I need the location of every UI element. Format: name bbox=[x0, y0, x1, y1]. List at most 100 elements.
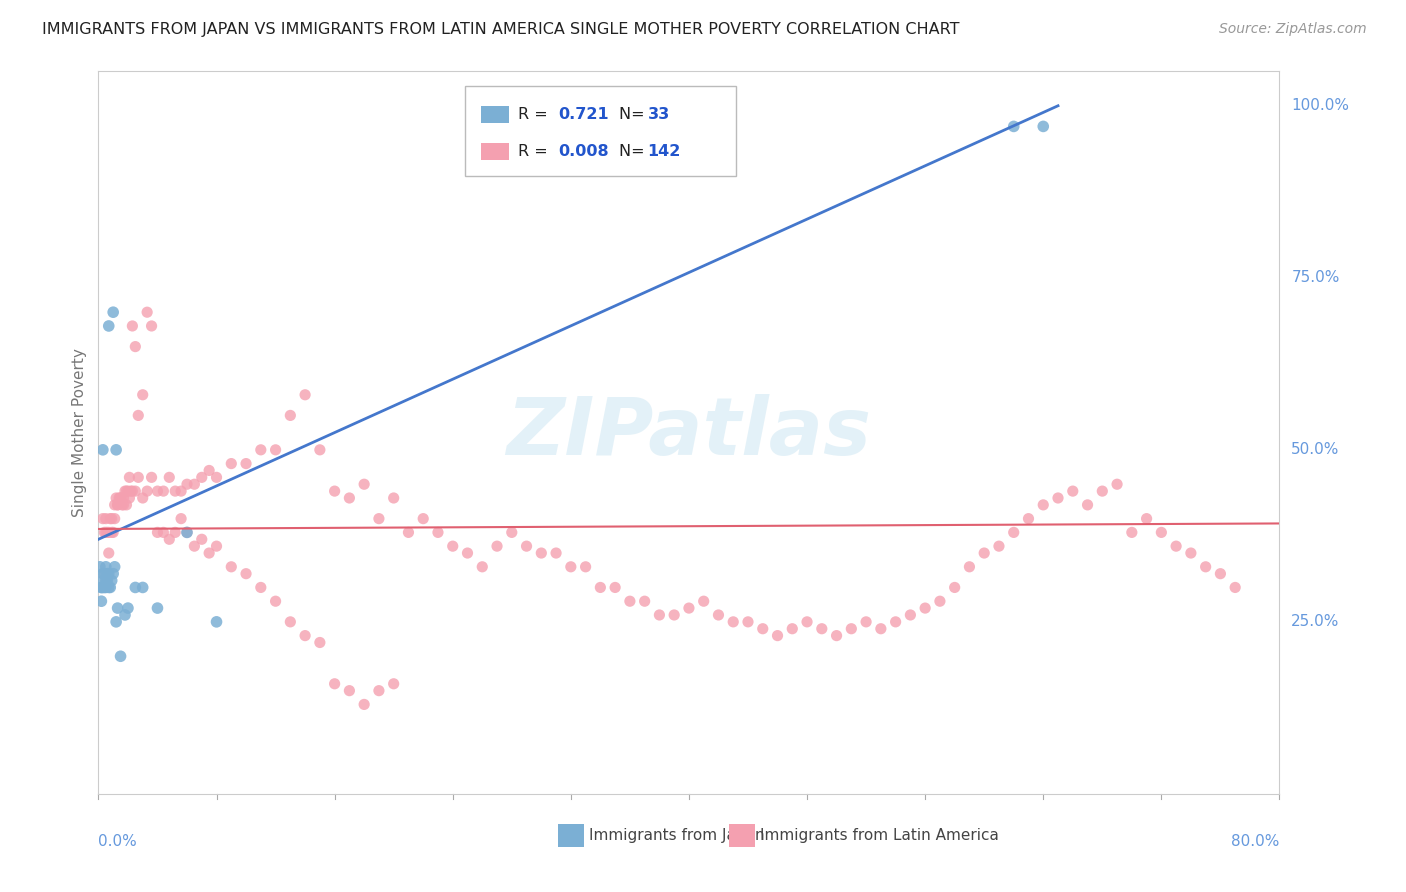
Point bbox=[264, 594, 287, 608]
Point bbox=[110, 491, 132, 505]
Point bbox=[165, 484, 187, 499]
Point bbox=[1121, 525, 1143, 540]
Point bbox=[97, 525, 120, 540]
Point bbox=[97, 318, 120, 333]
Text: N=: N= bbox=[619, 145, 650, 160]
Point bbox=[176, 477, 198, 491]
Point bbox=[105, 442, 128, 457]
Point bbox=[93, 525, 115, 540]
Point bbox=[90, 581, 112, 595]
Point bbox=[250, 442, 273, 457]
Point bbox=[120, 484, 142, 499]
Point bbox=[121, 318, 143, 333]
Point bbox=[100, 511, 122, 525]
Point bbox=[501, 525, 523, 540]
Point bbox=[294, 629, 316, 643]
Point bbox=[1209, 566, 1232, 581]
Point bbox=[309, 635, 332, 649]
Point bbox=[141, 470, 163, 484]
Point bbox=[91, 511, 114, 525]
Point bbox=[250, 581, 273, 595]
Point bbox=[94, 574, 117, 588]
Point bbox=[136, 484, 159, 499]
Point bbox=[471, 559, 494, 574]
Point bbox=[1002, 120, 1025, 134]
Point bbox=[107, 601, 129, 615]
Point bbox=[112, 498, 135, 512]
Point bbox=[205, 470, 228, 484]
Point bbox=[136, 305, 159, 319]
Point bbox=[546, 546, 568, 560]
Point bbox=[124, 581, 146, 595]
Point bbox=[157, 470, 180, 484]
Point bbox=[1032, 120, 1054, 134]
Point bbox=[94, 511, 117, 525]
Point bbox=[339, 683, 361, 698]
Point bbox=[1018, 511, 1040, 525]
Point bbox=[235, 566, 257, 581]
Text: IMMIGRANTS FROM JAPAN VS IMMIGRANTS FROM LATIN AMERICA SINGLE MOTHER POVERTY COR: IMMIGRANTS FROM JAPAN VS IMMIGRANTS FROM… bbox=[42, 22, 960, 37]
Point bbox=[1046, 491, 1070, 505]
Point bbox=[1180, 546, 1202, 560]
Point bbox=[825, 629, 848, 643]
Point bbox=[648, 607, 671, 622]
Point bbox=[382, 677, 405, 691]
Point bbox=[90, 594, 112, 608]
Point bbox=[664, 607, 686, 622]
Point bbox=[198, 463, 221, 477]
Point bbox=[988, 539, 1011, 553]
Point bbox=[91, 581, 114, 595]
Point bbox=[280, 615, 302, 629]
Text: 25.0%: 25.0% bbox=[1291, 615, 1340, 630]
Point bbox=[176, 525, 198, 540]
Text: 75.0%: 75.0% bbox=[1291, 270, 1340, 285]
Point bbox=[589, 581, 612, 595]
Point bbox=[929, 594, 952, 608]
Text: 50.0%: 50.0% bbox=[1291, 442, 1340, 458]
Point bbox=[1062, 484, 1084, 499]
Point bbox=[1225, 581, 1247, 595]
Point bbox=[96, 525, 118, 540]
Point bbox=[107, 498, 129, 512]
Point bbox=[96, 566, 118, 581]
Point bbox=[97, 581, 120, 595]
Text: R =: R = bbox=[517, 145, 553, 160]
Text: N=: N= bbox=[619, 107, 650, 122]
Point bbox=[94, 559, 117, 574]
Point bbox=[183, 477, 205, 491]
Point bbox=[124, 340, 146, 354]
Point bbox=[309, 442, 332, 457]
Point bbox=[97, 546, 120, 560]
Point bbox=[339, 491, 361, 505]
Text: 33: 33 bbox=[648, 107, 669, 122]
Point bbox=[98, 581, 121, 595]
Point bbox=[103, 305, 125, 319]
Point bbox=[165, 525, 187, 540]
FancyBboxPatch shape bbox=[730, 824, 755, 847]
Point bbox=[221, 559, 243, 574]
Point bbox=[157, 533, 180, 547]
Point bbox=[398, 525, 420, 540]
Point bbox=[575, 559, 598, 574]
Point bbox=[323, 484, 346, 499]
Point bbox=[973, 546, 995, 560]
Point bbox=[96, 574, 118, 588]
Point bbox=[146, 484, 169, 499]
Point bbox=[90, 581, 112, 595]
Point bbox=[900, 607, 922, 622]
Point bbox=[605, 581, 627, 595]
Point bbox=[91, 442, 114, 457]
Point bbox=[1032, 498, 1054, 512]
Point bbox=[118, 491, 141, 505]
Point bbox=[943, 581, 966, 595]
Point bbox=[103, 566, 125, 581]
Point bbox=[368, 511, 391, 525]
Point bbox=[619, 594, 641, 608]
Point bbox=[100, 574, 122, 588]
Point bbox=[1091, 484, 1114, 499]
Point bbox=[94, 525, 117, 540]
Point bbox=[516, 539, 538, 553]
Point bbox=[707, 607, 730, 622]
Point bbox=[115, 484, 138, 499]
Point bbox=[183, 539, 205, 553]
